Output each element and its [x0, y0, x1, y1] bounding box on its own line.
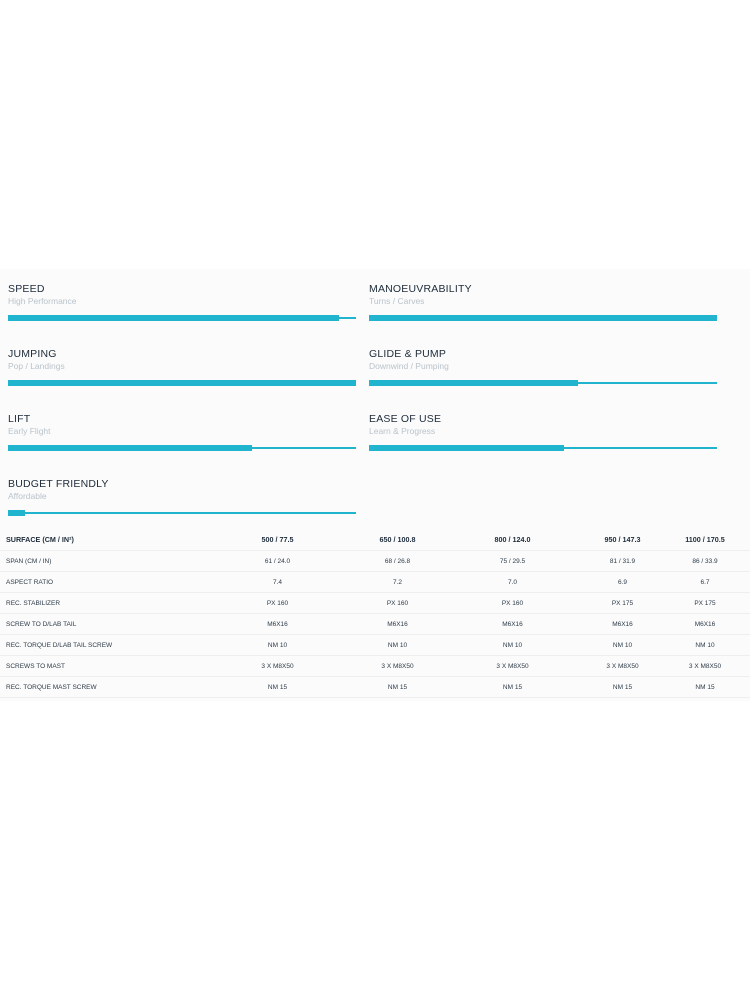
rating-title: MANOEUVRABILITY [369, 283, 472, 295]
rating-title: BUDGET FRIENDLY [8, 478, 109, 490]
rating-title: JUMPING [8, 348, 57, 360]
table-cell: 7.0 [440, 571, 585, 593]
header-size-950: 950 / 147.3 [585, 529, 660, 551]
rating-title: EASE OF USE [369, 413, 442, 425]
table-cell: NM 15 [355, 676, 440, 698]
rating-bar-fill [369, 445, 564, 451]
table-cell: NM 10 [200, 634, 355, 656]
table-row: REC. STABILIZER PX 160 PX 160 PX 160 PX … [0, 592, 750, 614]
table-cell: 3 X M8X50 [660, 655, 750, 677]
table-cell: NM 10 [585, 634, 660, 656]
table-cell: PX 175 [585, 592, 660, 614]
table-cell: 68 / 26.8 [355, 550, 440, 572]
rating-speed: SPEED High Performance [8, 283, 356, 321]
header-size-650: 650 / 100.8 [355, 529, 440, 551]
table-cell: 3 X M8X50 [440, 655, 585, 677]
row-label: ASPECT RATIO [0, 571, 200, 593]
table-row: REC. TORQUE MAST SCREW NM 15 NM 15 NM 15… [0, 676, 750, 698]
table-cell: PX 160 [440, 592, 585, 614]
rating-ease-of-use: EASE OF USE Learn & Progress [369, 413, 717, 451]
table-cell: NM 15 [660, 676, 750, 698]
header-size-800: 800 / 124.0 [440, 529, 585, 551]
rating-subtitle: Pop / Landings [8, 361, 65, 371]
rating-bar-fill [8, 315, 339, 321]
row-label: REC. TORQUE D/LAB TAIL SCREW [0, 634, 200, 656]
rating-bar-fill [369, 380, 578, 386]
row-label: SPAN (CM / IN) [0, 550, 200, 572]
table-row: SPAN (CM / IN) 61 / 24.0 68 / 26.8 75 / … [0, 550, 750, 572]
table-cell: 3 X M8X50 [200, 655, 355, 677]
table-cell: 6.7 [660, 571, 750, 593]
rating-subtitle: Early Flight [8, 426, 51, 436]
rating-lift: LIFT Early Flight [8, 413, 356, 451]
table-cell: 3 X M8X50 [355, 655, 440, 677]
row-label: SCREW TO D/LAB TAIL [0, 613, 200, 635]
table-cell: NM 15 [585, 676, 660, 698]
rating-bar-fill [8, 510, 25, 516]
rating-bar-fill [8, 445, 252, 451]
rating-budget-friendly: BUDGET FRIENDLY Affordable [8, 478, 356, 516]
table-cell: 61 / 24.0 [200, 550, 355, 572]
table-cell: M6X16 [660, 613, 750, 635]
table-cell: 7.4 [200, 571, 355, 593]
rating-jumping: JUMPING Pop / Landings [8, 348, 356, 386]
table-row: SCREWS TO MAST 3 X M8X50 3 X M8X50 3 X M… [0, 655, 750, 677]
table-cell: PX 160 [200, 592, 355, 614]
row-label: REC. STABILIZER [0, 592, 200, 614]
rating-title: LIFT [8, 413, 31, 425]
table-header-row: SURFACE (CM / IN²) 500 / 77.5 650 / 100.… [0, 529, 750, 551]
table-cell: 86 / 33.9 [660, 550, 750, 572]
table-cell: NM 10 [660, 634, 750, 656]
table-row: ASPECT RATIO 7.4 7.2 7.0 6.9 6.7 [0, 571, 750, 593]
row-label: REC. TORQUE MAST SCREW [0, 676, 200, 698]
table-cell: NM 15 [440, 676, 585, 698]
rating-manoeuvrability: MANOEUVRABILITY Turns / Carves [369, 283, 717, 321]
rating-subtitle: Downwind / Pumping [369, 361, 449, 371]
table-cell: PX 160 [355, 592, 440, 614]
table-cell: M6X16 [585, 613, 660, 635]
rating-title: SPEED [8, 283, 45, 295]
rating-bar-track [8, 512, 356, 514]
rating-subtitle: High Performance [8, 296, 77, 306]
header-size-500: 500 / 77.5 [200, 529, 355, 551]
rating-bar-fill [369, 315, 717, 321]
rating-subtitle: Learn & Progress [369, 426, 436, 436]
table-cell: 6.9 [585, 571, 660, 593]
header-surface: SURFACE (CM / IN²) [0, 529, 200, 551]
table-cell: NM 10 [440, 634, 585, 656]
rating-title: GLIDE & PUMP [369, 348, 447, 360]
table-cell: 75 / 29.5 [440, 550, 585, 572]
rating-subtitle: Affordable [8, 491, 47, 501]
table-cell: M6X16 [440, 613, 585, 635]
spec-table: SURFACE (CM / IN²) 500 / 77.5 650 / 100.… [0, 529, 750, 698]
header-size-1100: 1100 / 170.5 [660, 529, 750, 551]
rating-glide-pump: GLIDE & PUMP Downwind / Pumping [369, 348, 717, 386]
table-cell: 3 X M8X50 [585, 655, 660, 677]
table-cell: NM 10 [355, 634, 440, 656]
rating-bar-fill [8, 380, 356, 386]
table-cell: NM 15 [200, 676, 355, 698]
row-label: SCREWS TO MAST [0, 655, 200, 677]
table-cell: M6X16 [200, 613, 355, 635]
table-cell: 81 / 31.9 [585, 550, 660, 572]
table-cell: 7.2 [355, 571, 440, 593]
table-row: REC. TORQUE D/LAB TAIL SCREW NM 10 NM 10… [0, 634, 750, 656]
table-cell: PX 175 [660, 592, 750, 614]
rating-subtitle: Turns / Carves [369, 296, 425, 306]
table-row: SCREW TO D/LAB TAIL M6X16 M6X16 M6X16 M6… [0, 613, 750, 635]
table-cell: M6X16 [355, 613, 440, 635]
